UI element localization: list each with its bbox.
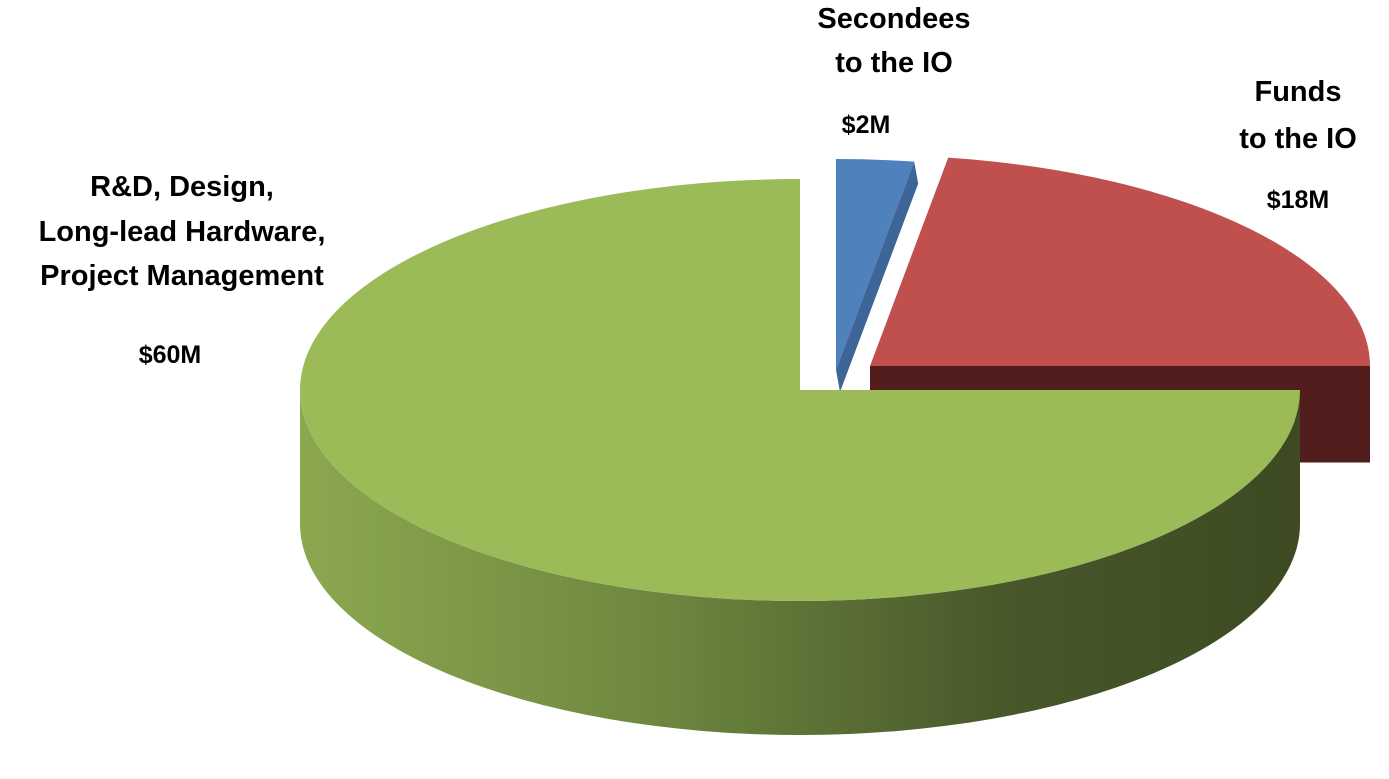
slice-top-rnd xyxy=(300,179,1300,601)
label-rnd: R&D, Design, Long-lead Hardware, Project… xyxy=(39,171,326,369)
label-funds-value: $18M xyxy=(1267,186,1330,214)
pie-slice-rnd xyxy=(300,179,1300,735)
label-funds-line1: Funds xyxy=(1255,76,1342,108)
label-rnd-line3: Project Management xyxy=(40,260,324,292)
label-secondees-line2: to the IO xyxy=(835,47,953,79)
slice-top-secondees xyxy=(836,159,915,370)
label-secondees: Secondees to the IO $2M xyxy=(817,3,970,139)
label-secondees-line1: Secondees xyxy=(817,3,970,35)
label-funds: Funds to the IO $18M xyxy=(1239,76,1357,214)
label-rnd-line1: R&D, Design, xyxy=(90,171,274,203)
slice-side-secondees xyxy=(836,161,919,392)
label-rnd-line2: Long-lead Hardware, xyxy=(39,216,326,248)
label-funds-line2: to the IO xyxy=(1239,123,1357,155)
label-secondees-value: $2M xyxy=(842,111,891,139)
pie-slice-secondees xyxy=(836,159,919,392)
label-rnd-value: $60M xyxy=(139,341,202,369)
slice-side-rnd xyxy=(300,390,1300,735)
slice-top-funds xyxy=(870,157,1370,366)
